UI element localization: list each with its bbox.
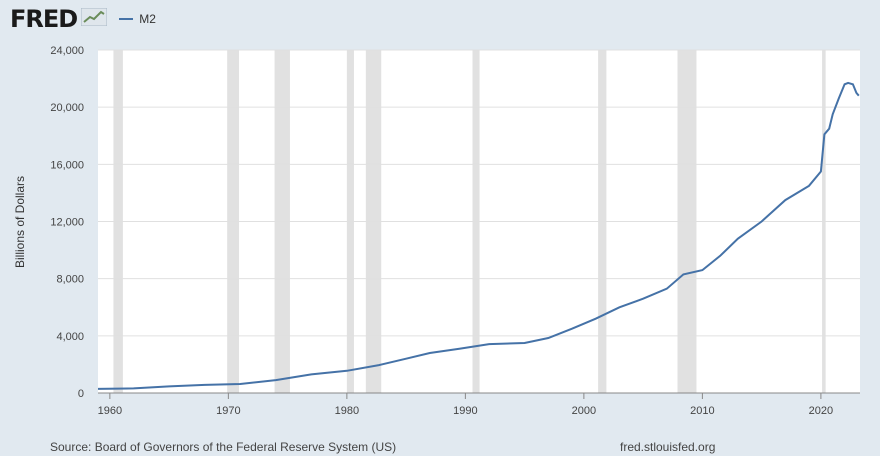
y-tick-label: 24,000 xyxy=(50,45,84,57)
gridlines xyxy=(98,49,860,394)
y-tick-label: 4,000 xyxy=(56,331,84,343)
legend: M2 xyxy=(119,12,156,26)
x-tick-label: 1990 xyxy=(453,405,477,417)
x-axis: 1960 1970 1980 1990 2000 2010 2020 xyxy=(98,393,833,417)
y-axis: 0 4,000 8,000 12,000 16,000 20,000 24,000 xyxy=(50,45,84,400)
x-tick-label: 1980 xyxy=(335,405,359,417)
y-tick-label: 0 xyxy=(78,388,84,400)
y-axis-label: Billions of Dollars xyxy=(13,176,27,268)
y-tick-label: 8,000 xyxy=(56,274,84,286)
x-tick-label: 2000 xyxy=(572,405,596,417)
y-tick-label: 16,000 xyxy=(50,159,84,171)
y-tick-label: 12,000 xyxy=(50,217,84,229)
source-note: Source: Board of Governors of the Federa… xyxy=(50,440,397,454)
fred-logo[interactable]: FRED xyxy=(10,5,78,33)
y-tick-label: 20,000 xyxy=(50,102,84,114)
x-tick-label: 1970 xyxy=(216,405,240,417)
legend-label: M2 xyxy=(139,12,156,26)
legend-swatch xyxy=(119,18,134,20)
m2-series-line xyxy=(97,81,860,390)
x-tick-label: 2020 xyxy=(809,405,833,417)
site-link[interactable]: fred.stlouisfed.org xyxy=(620,440,716,454)
x-tick-label: 1960 xyxy=(98,405,122,417)
header: FRED M2 xyxy=(10,6,156,32)
x-tick-label: 2010 xyxy=(690,405,714,417)
